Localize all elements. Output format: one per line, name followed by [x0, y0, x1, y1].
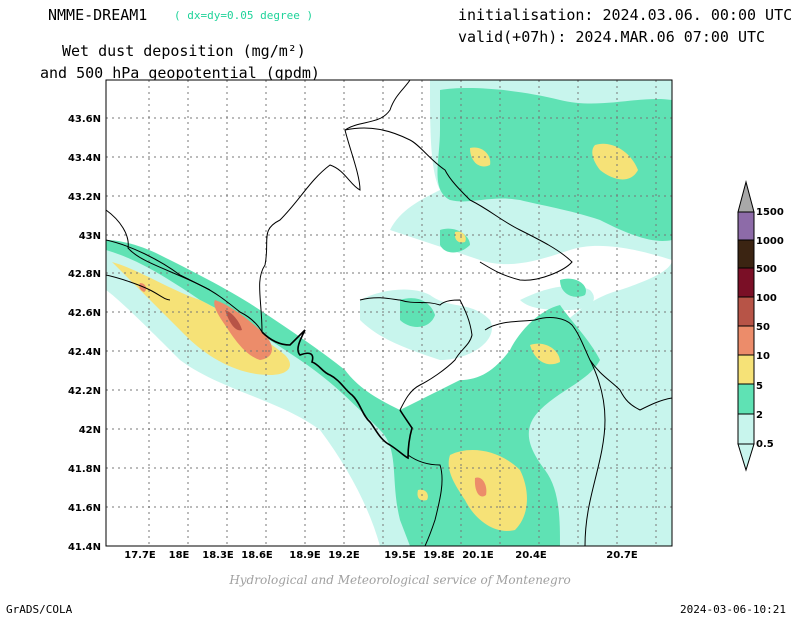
lat-tick-label: 42N: [79, 425, 101, 436]
legend-label: 10: [756, 351, 770, 362]
legend-swatch: [737, 239, 755, 269]
legend-swatch: [737, 383, 755, 415]
lat-tick-label: 41.8N: [68, 464, 101, 475]
legend-label: 1500: [756, 207, 784, 218]
lat-tick-label: 42.4N: [68, 347, 101, 358]
legend-label: 0.5: [756, 439, 774, 450]
lat-tick-label: 43.6N: [68, 114, 101, 125]
lon-tick-label: 18.9E: [289, 550, 321, 561]
lon-tick-label: 20.7E: [606, 550, 638, 561]
legend-swatch: [737, 211, 755, 241]
legend-arrow-low: [737, 443, 755, 472]
legend-arrow-high: [737, 180, 755, 213]
lon-tick-label: 19.5E: [384, 550, 416, 561]
color-legend: [737, 180, 755, 472]
lon-tick-label: 18.6E: [241, 550, 273, 561]
legend-label: 2: [756, 410, 763, 421]
initialisation-time: initialisation: 2024.03.06. 00:00 UTC: [458, 6, 793, 24]
lat-tick-label: 42.6N: [68, 308, 101, 319]
lon-tick-label: 19.8E: [423, 550, 455, 561]
lon-tick-label: 20.4E: [515, 550, 547, 561]
country-borders: [106, 80, 672, 546]
legend-swatch: [737, 267, 755, 298]
lon-tick-label: 19.2E: [328, 550, 360, 561]
lat-tick-label: 43.4N: [68, 153, 101, 164]
legend-swatch: [737, 354, 755, 385]
software-label: GrADS/COLA: [6, 603, 73, 616]
lon-axis: 17.7E 18E 18.3E 18.6E 18.9E 19.2E 19.5E …: [124, 550, 638, 561]
lon-tick-label: 17.7E: [124, 550, 156, 561]
lon-tick-label: 18E: [169, 550, 190, 561]
lat-axis: 43.6N 43.4N 43.2N 43N 42.8N 42.6N 42.4N …: [68, 114, 101, 553]
render-timestamp: 2024-03-06-10:21: [680, 603, 786, 616]
legend-label: 50: [756, 322, 770, 333]
lat-tick-label: 43N: [79, 231, 101, 242]
resolution-note: ( dx=dy=0.05 degree ): [174, 9, 314, 22]
lat-tick-label: 43.2N: [68, 192, 101, 203]
graticule: [106, 80, 672, 546]
legend-swatch: [737, 296, 755, 327]
credit-line: Hydrological and Meteorological service …: [229, 573, 571, 587]
map-title-line1: Wet dust deposition (mg/m²): [62, 42, 306, 60]
model-name: NMME-DREAM1: [48, 6, 148, 24]
legend-label: 1000: [756, 236, 784, 247]
map-title-line2: and 500 hPa geopotential (gpdm): [40, 64, 320, 82]
legend-label: 100: [756, 293, 777, 304]
lat-tick-label: 41.6N: [68, 503, 101, 514]
lat-tick-label: 42.2N: [68, 386, 101, 397]
coastline: [261, 329, 413, 460]
lat-tick-label: 41.4N: [68, 542, 101, 553]
lon-tick-label: 20.1E: [462, 550, 494, 561]
lon-tick-label: 18.3E: [202, 550, 234, 561]
valid-time: valid(+07h): 2024.MAR.06 07:00 UTC: [458, 28, 766, 46]
legend-label: 500: [756, 264, 777, 275]
legend-swatch: [737, 325, 755, 356]
lat-tick-label: 42.8N: [68, 269, 101, 280]
map-frame: [105, 79, 673, 547]
legend-swatch: [737, 413, 755, 445]
legend-labels: 0.5 2 5 10 50 100 500 1000 1500: [756, 207, 784, 450]
legend-label: 5: [756, 381, 763, 392]
